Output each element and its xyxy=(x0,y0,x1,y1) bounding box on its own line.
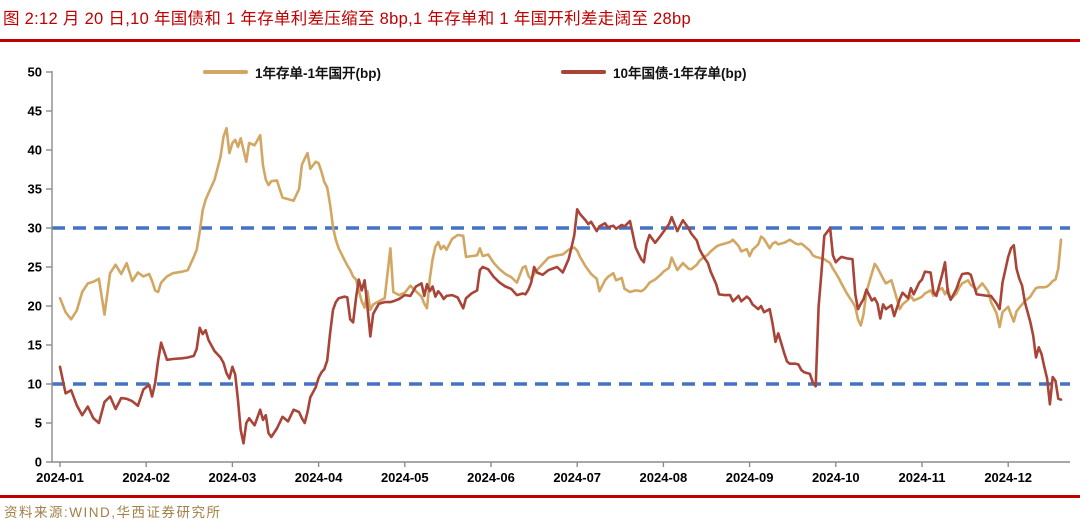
y-axis-tick-label: 45 xyxy=(28,104,42,119)
y-axis-tick-label: 30 xyxy=(28,221,42,236)
legend-label: 10年国债-1年存单(bp) xyxy=(613,66,747,81)
x-axis-tick-label: 2024-02 xyxy=(122,470,170,485)
y-axis-tick-label: 40 xyxy=(28,143,42,158)
y-axis-tick-label: 35 xyxy=(28,182,42,197)
x-axis-tick-label: 2024-10 xyxy=(812,470,860,485)
y-axis-tick-label: 50 xyxy=(28,65,42,80)
x-axis-tick-label: 2024-06 xyxy=(467,470,515,485)
data-source-note: 资料来源:WIND,华西证券研究所 xyxy=(4,505,222,520)
x-axis-tick-label: 2024-03 xyxy=(209,470,257,485)
legend-item-bond-minus-cd: 10年国债-1年存单(bp) xyxy=(561,62,747,82)
y-axis-tick-label: 25 xyxy=(28,260,42,275)
legend-swatch-gold-line xyxy=(203,70,248,74)
x-axis-tick-label: 2024-01 xyxy=(36,470,84,485)
title-divider-rule xyxy=(0,39,1080,42)
legend-item-cd-minus-cdb: 1年存单-1年国开(bp) xyxy=(203,62,381,82)
y-axis-tick-label: 10 xyxy=(28,377,42,392)
series-line-bond-minus-cd xyxy=(58,208,1063,445)
y-axis-tick-label: 0 xyxy=(35,455,42,470)
x-axis-tick-label: 2024-04 xyxy=(295,470,343,485)
legend-label: 1年存单-1年国开(bp) xyxy=(255,66,381,81)
figure-title: 图 2:12 月 20 日,10 年国债和 1 年存单利差压缩至 8bp,1 年… xyxy=(3,10,691,28)
footer-divider-rule xyxy=(0,495,1080,498)
y-axis-tick-label: 15 xyxy=(28,338,42,353)
x-axis-tick-label: 2024-08 xyxy=(640,470,688,485)
y-axis-tick-label: 20 xyxy=(28,299,42,314)
x-axis-tick-label: 2024-05 xyxy=(381,470,429,485)
axis-lines xyxy=(51,71,1070,463)
x-axis-tick-label: 2024-07 xyxy=(553,470,601,485)
x-axis-tick-label: 2024-11 xyxy=(899,470,946,485)
series-line-cd-minus-cdb xyxy=(58,126,1063,329)
x-axis-tick-label: 2024-09 xyxy=(726,470,774,485)
legend-swatch-red-line xyxy=(561,70,606,74)
y-axis-tick-label: 5 xyxy=(35,416,42,431)
x-axis-tick-label: 2024-12 xyxy=(984,470,1032,485)
